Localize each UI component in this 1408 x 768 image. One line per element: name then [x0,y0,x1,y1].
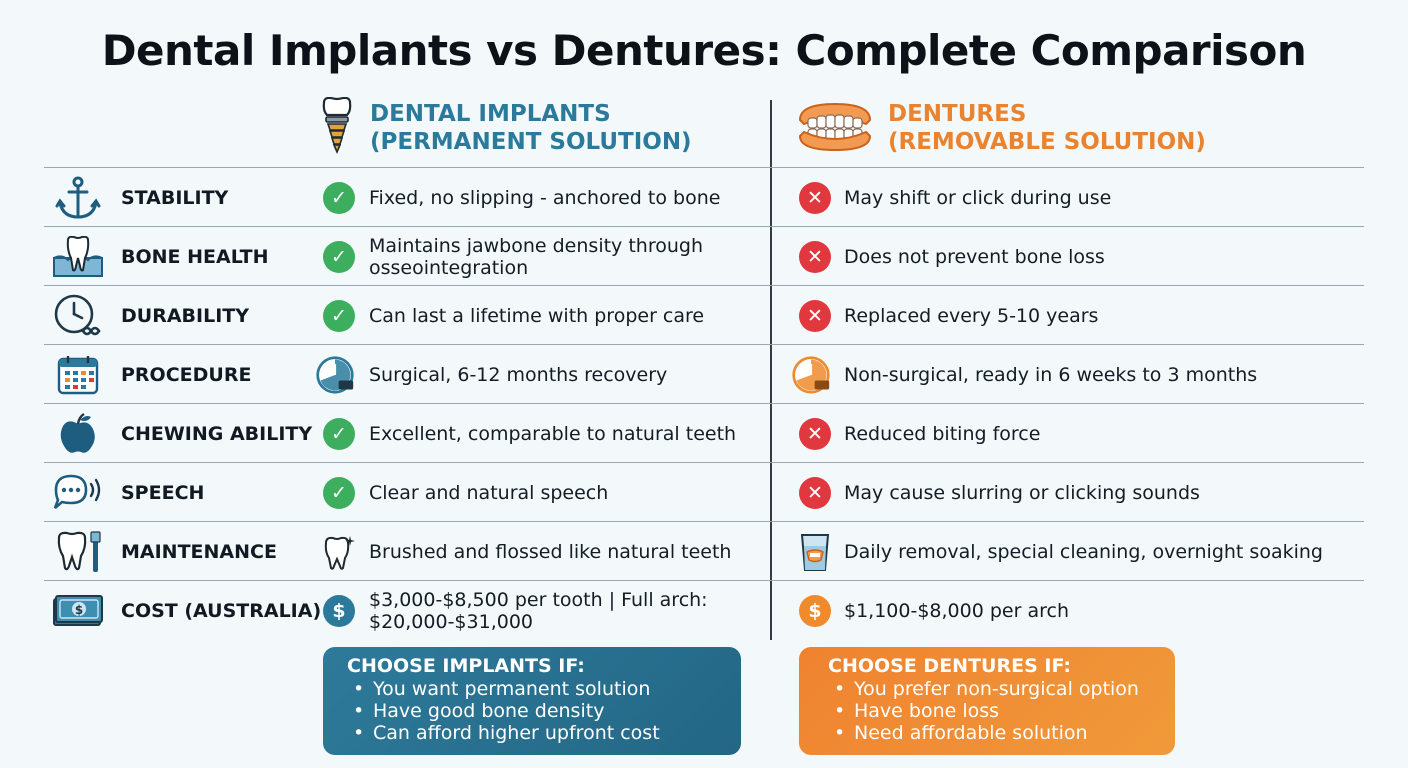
table-row: $ COST (AUSTRALIA) $ $3,000-$8,500 per t… [44,580,1364,642]
table-row: MAINTENANCE Brushed and flossed like nat… [44,521,1364,580]
list-item: Have good bone density [353,700,741,722]
implants-column-header: DENTAL IMPLANTS (PERMANENT SOLUTION) [318,96,692,160]
cross-icon: ✕ [799,241,831,273]
dentures-column-header: DENTURES (REMOVABLE SOLUTION) [796,96,1206,160]
choose-dentures-list: You prefer non-surgical option Have bone… [834,678,1175,744]
dentures-cell: Reduced biting force [844,422,1041,445]
check-icon: ✓ [323,477,355,509]
dentures-cell: May cause slurring or clicking sounds [844,481,1200,504]
column-divider [770,100,772,640]
table-row: BONE HEALTH ✓ Maintains jawbone density … [44,226,1364,285]
dentures-header-subtitle: (REMOVABLE SOLUTION) [888,129,1206,155]
row-label: BONE HEALTH [121,245,269,268]
list-item: Can afford higher upfront cost [353,722,741,744]
choose-implants-heading: CHOOSE IMPLANTS IF: [347,655,585,677]
apple-icon [52,412,104,455]
row-label: MAINTENANCE [121,540,277,563]
table-row: CHEWING ABILITY ✓ Excellent, comparable … [44,403,1364,462]
choose-dentures-box: CHOOSE DENTURES IF: You prefer non-surgi… [799,647,1175,755]
row-label: CHEWING ABILITY [121,422,313,445]
implants-cell: Can last a lifetime with proper care [369,304,705,327]
implants-cell: Surgical, 6-12 months recovery [369,363,668,386]
list-item: Have bone loss [834,700,1175,722]
list-item: You prefer non-surgical option [834,678,1175,700]
dental-implant-icon [318,96,356,159]
table-row: SPEECH ✓ Clear and natural speech ✕ May … [44,462,1364,521]
list-item: Need affordable solution [834,722,1175,744]
check-icon: ✓ [323,182,355,214]
implants-cell: Maintains jawbone density through osseoi… [369,234,703,279]
table-row: STABILITY ✓ Fixed, no slipping - anchore… [44,167,1364,226]
tooth-brush-icon [52,531,104,573]
row-label: STABILITY [121,186,229,209]
implants-cell: Clear and natural speech [369,481,609,504]
choose-dentures-heading: CHOOSE DENTURES IF: [828,655,1071,677]
table-row: DURABILITY ✓ Can last a lifetime with pr… [44,285,1364,344]
row-label: DURABILITY [121,304,249,327]
money-icon: $ [52,590,104,632]
tooth-sparkle-icon [323,536,355,570]
svg-text:$: $ [75,603,83,617]
cross-icon: ✕ [799,477,831,509]
cross-icon: ✕ [799,418,831,450]
page-title: Dental Implants vs Dentures: Complete Co… [101,26,1307,75]
table-row: PROCEDURE Surgical, 6-12 months recovery… [44,344,1364,403]
dentures-cell: May shift or click during use [844,186,1112,209]
timer-icon [792,356,831,394]
denture-glass-icon [799,534,831,571]
check-icon: ✓ [323,418,355,450]
implants-header-title: DENTAL IMPLANTS [370,101,611,127]
implants-cell: Fixed, no slipping - anchored to bone [369,186,721,209]
implants-cell: Brushed and flossed like natural teeth [369,540,732,563]
implants-cell: Excellent, comparable to natural teeth [369,422,737,445]
row-label: PROCEDURE [121,363,252,386]
implants-cell: $3,000-$8,500 per tooth | Full arch: $20… [369,588,708,633]
dentures-cell: $1,100-$8,000 per arch [844,599,1069,622]
row-label: COST (AUSTRALIA) [121,599,322,622]
dentures-header-title: DENTURES [888,101,1027,127]
choose-implants-list: You want permanent solution Have good bo… [353,678,741,744]
dentures-cell: Daily removal, special cleaning, overnig… [844,540,1323,563]
check-icon: ✓ [323,241,355,273]
cross-icon: ✕ [799,300,831,332]
tooth-bone-icon [52,236,104,278]
calendar-icon [52,354,104,396]
speech-bubble-icon [52,472,104,514]
clock-infinity-icon [52,294,104,337]
dollar-icon: $ [799,595,831,627]
implants-header-subtitle: (PERMANENT SOLUTION) [370,129,692,155]
timer-icon [316,356,355,394]
list-item: You want permanent solution [353,678,741,700]
dentures-cell: Non-surgical, ready in 6 weeks to 3 mont… [844,363,1258,386]
dentures-icon [796,98,874,158]
check-icon: ✓ [323,300,355,332]
cross-icon: ✕ [799,182,831,214]
comparison-table: STABILITY ✓ Fixed, no slipping - anchore… [44,167,1364,642]
dollar-icon: $ [323,595,355,627]
anchor-icon [52,176,104,219]
choose-implants-box: CHOOSE IMPLANTS IF: You want permanent s… [323,647,741,755]
row-label: SPEECH [121,481,205,504]
dentures-cell: Replaced every 5-10 years [844,304,1099,327]
dentures-cell: Does not prevent bone loss [844,245,1105,268]
